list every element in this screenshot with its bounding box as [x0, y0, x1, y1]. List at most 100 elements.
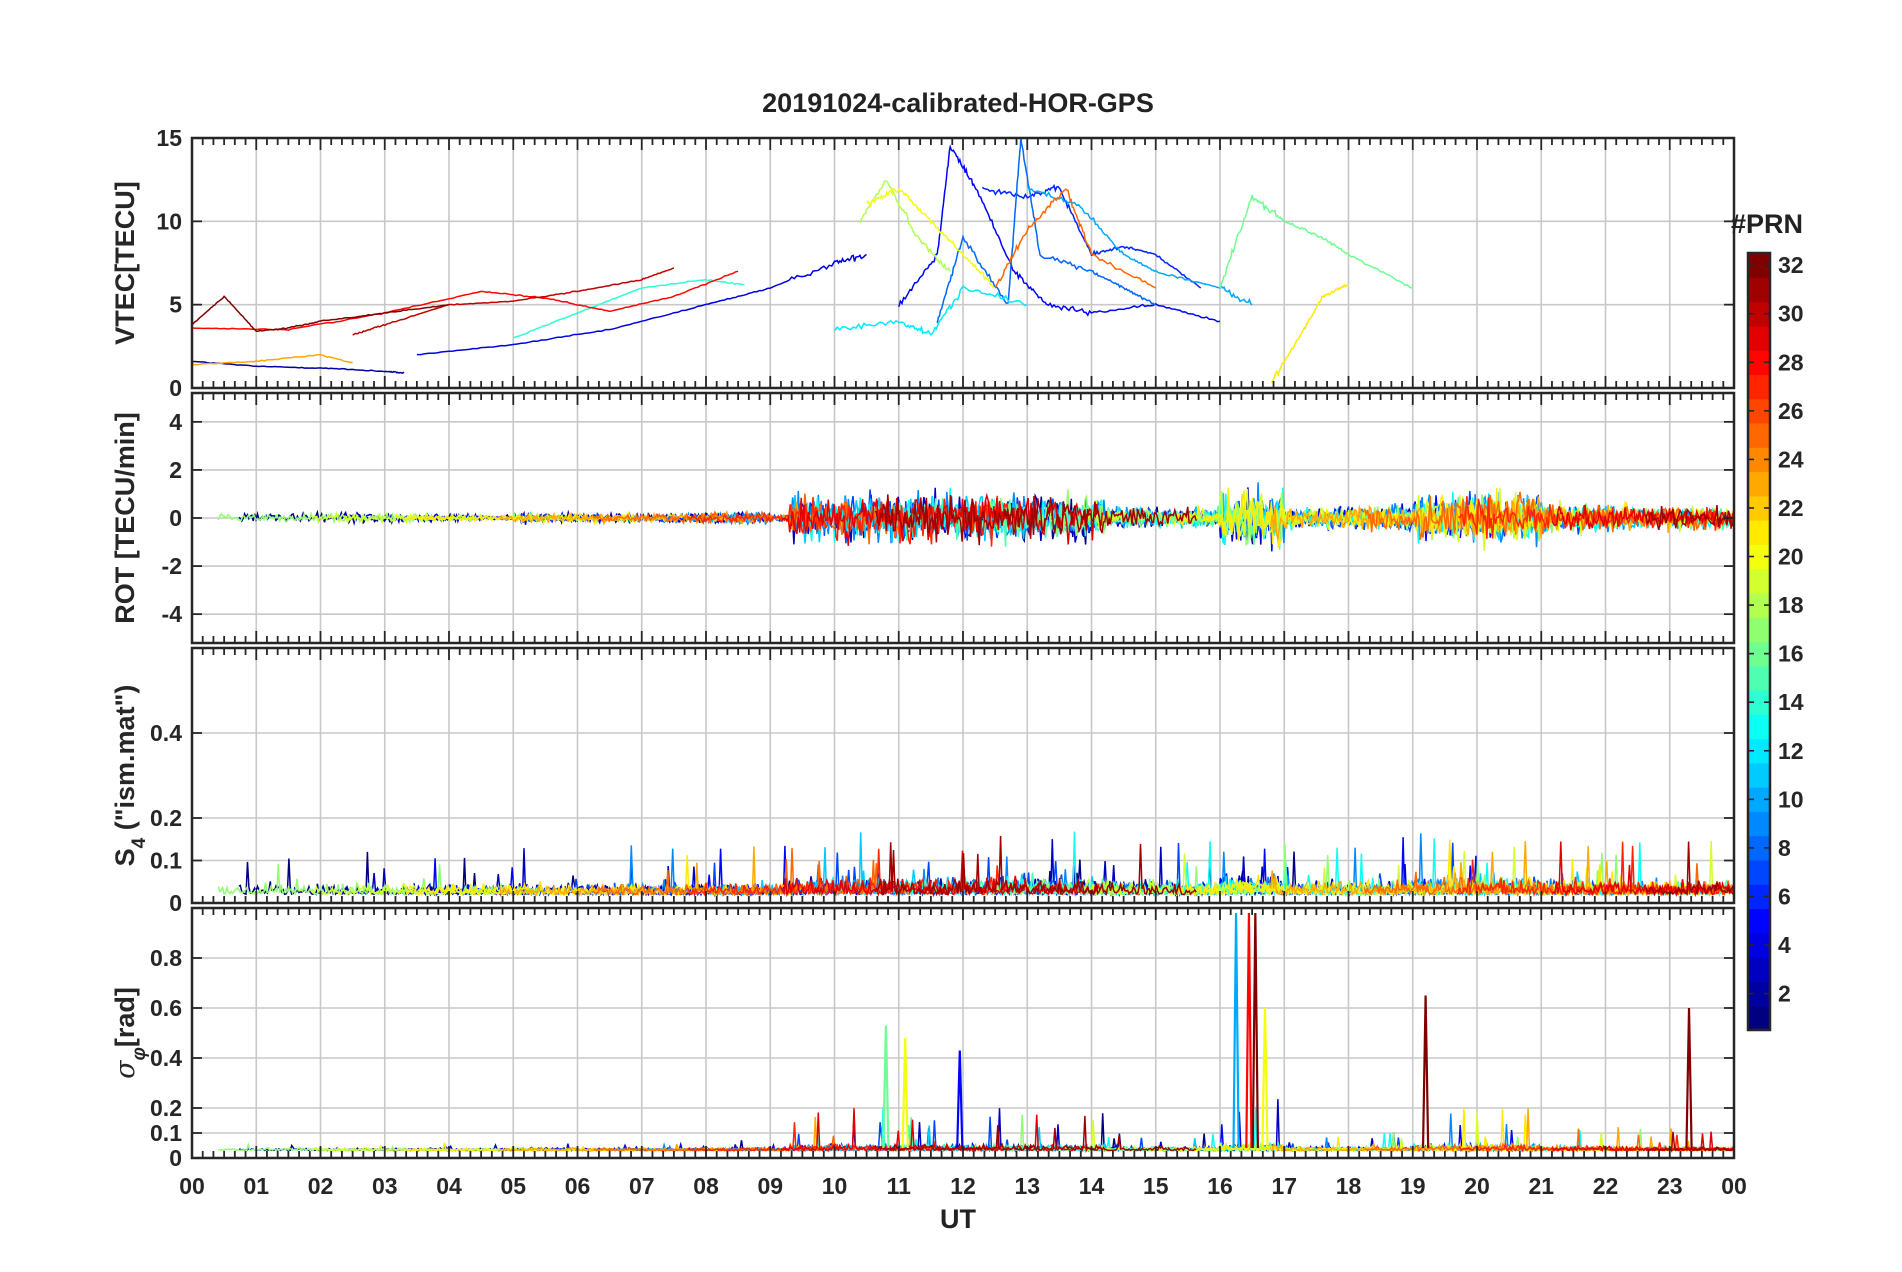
panel-s4: 0 0.1 0.2 0.4S4 ("ism.mat") — [110, 646, 1736, 916]
x-tick-label: 09 — [757, 1173, 783, 1199]
y-tick-label: 0.2 — [150, 805, 182, 831]
colorbar-segment — [1748, 690, 1770, 715]
series-group — [217, 482, 1734, 552]
vtec-series-prn-28 — [192, 270, 739, 331]
colorbar-segment — [1748, 811, 1770, 837]
x-tick-label: 03 — [372, 1173, 398, 1199]
colorbar-segment — [1748, 422, 1770, 448]
colorbar-frame — [1746, 251, 1772, 1032]
y-tick-label: 0.1 — [150, 1120, 182, 1146]
vtec-series-prn-16 — [1219, 194, 1413, 289]
sigma-spike-prn-16 — [882, 1025, 890, 1149]
vtec-series-prn-8 — [936, 138, 1156, 324]
y-tick-label: 4 — [169, 409, 182, 435]
x-tick-label: 04 — [436, 1173, 462, 1199]
colorbar-segment — [1748, 714, 1770, 740]
colorbar-segment — [1748, 738, 1770, 764]
y-axis-label: S4 ("ism.mat") — [110, 685, 150, 867]
colorbar-tick-label: 24 — [1778, 446, 1804, 472]
sigma-spike-prn-10 — [1232, 912, 1240, 1149]
colorbar-tick-label: 10 — [1778, 786, 1804, 812]
sigma-spike-prn-32 — [1421, 995, 1430, 1149]
colorbar-segment — [1748, 762, 1770, 788]
colorbar-tick-label: 22 — [1778, 495, 1804, 521]
y-tick-label: 0.4 — [150, 720, 182, 746]
x-tick-label: 15 — [1143, 1173, 1169, 1199]
x-tick-label: 02 — [308, 1173, 334, 1199]
colorbar-tick-label: 8 — [1778, 835, 1791, 861]
colorbar-segment — [1748, 253, 1770, 278]
colorbar-tick-label: 32 — [1778, 252, 1804, 278]
y-tick-label: 15 — [156, 125, 182, 151]
colorbar-segment — [1748, 787, 1770, 813]
vtec-series-prn-4 — [416, 253, 867, 356]
colorbar-segment — [1748, 665, 1770, 691]
colorbar-segment — [1748, 301, 1770, 327]
colorbar-segment — [1748, 277, 1770, 303]
x-ticks — [191, 908, 1735, 1158]
colorbar-segment — [1748, 641, 1770, 667]
y-tick-label: 0 — [169, 505, 182, 531]
vtec-series-prn-10 — [1026, 184, 1253, 306]
s4-series-prn-31 — [874, 835, 1197, 897]
colorbar-segment — [1748, 398, 1770, 424]
vtec-series-prn-14 — [512, 278, 745, 339]
x-tick-label: 17 — [1271, 1173, 1297, 1199]
panel-vtec: 0 5 10 15 VTEC[TECU] — [110, 125, 1736, 401]
x-tick-label: 11 — [887, 1173, 912, 1199]
s4-series-prn-31 — [1645, 841, 1734, 897]
panel-rot: -4 -2 0 2 4 ROT [TECU/min] — [110, 391, 1736, 645]
s4-series-prn-27 — [1457, 841, 1734, 898]
vtec-series-prn-20 — [866, 187, 996, 289]
x-tick-label: 00 — [179, 1173, 205, 1199]
x-tick-label: 22 — [1593, 1173, 1619, 1199]
x-axis-label: UT — [940, 1204, 976, 1234]
chart-title: 20191024-calibrated-HOR-GPS — [762, 88, 1154, 118]
s4-series-prn-29 — [1551, 841, 1734, 898]
x-tick-label: 00 — [1721, 1173, 1747, 1199]
y-tick-label: -2 — [162, 553, 182, 579]
colorbar-tick-label: 14 — [1778, 689, 1804, 715]
y-tick-label: 0.6 — [150, 995, 182, 1021]
x-ticks — [191, 648, 1735, 903]
x-ticks — [191, 393, 1735, 643]
x-tick-label: 19 — [1400, 1173, 1426, 1199]
x-ticks — [191, 138, 1735, 388]
x-tick-label: 01 — [243, 1173, 269, 1199]
vtec-series-prn-18 — [859, 179, 951, 272]
x-tick-label: 23 — [1657, 1173, 1683, 1199]
colorbar-segment — [1748, 860, 1770, 885]
colorbar-segment — [1748, 908, 1770, 934]
sigma-spike-prn-32 — [1251, 912, 1260, 1149]
y-axis-label: σφ[rad] — [110, 987, 150, 1079]
sigma-spike-prn-20 — [1261, 1007, 1269, 1149]
colorbar-segment — [1748, 471, 1770, 497]
y-tick-label: 0 — [169, 375, 182, 401]
colorbar-segment — [1748, 568, 1770, 594]
colorbar-tick-label: 28 — [1778, 349, 1804, 375]
sigma-series-prn-29 — [1551, 1131, 1734, 1153]
colorbar-segment — [1748, 592, 1770, 618]
vtec-series-prn-5 — [898, 144, 1221, 323]
colorbar-segment — [1748, 835, 1770, 861]
colorbar-segment — [1748, 374, 1770, 400]
colorbar-title: #PRN — [1731, 209, 1803, 239]
vtec-series-prn-25 — [994, 188, 1157, 289]
s4-series-prn-17 — [217, 863, 541, 897]
colorbar-segment — [1748, 957, 1770, 983]
series-group — [217, 831, 1734, 898]
x-tick-label: 06 — [565, 1173, 591, 1199]
sigma-spike-prn-32 — [1685, 1007, 1693, 1149]
vtec-series-prn-21 — [1270, 283, 1349, 383]
x-tick-label: 10 — [822, 1173, 848, 1199]
colorbar-tick-label: 12 — [1778, 738, 1804, 764]
rot-series-prn-19 — [311, 510, 635, 526]
sigma-series-prn-31 — [1645, 1131, 1734, 1153]
colorbar-segment — [1748, 544, 1770, 570]
y-tick-label: 0.8 — [150, 945, 182, 971]
vtec-series-prn-6 — [981, 183, 1202, 289]
colorbar-tick-label: 4 — [1778, 932, 1791, 958]
colorbar-tick-label: 16 — [1778, 641, 1804, 667]
